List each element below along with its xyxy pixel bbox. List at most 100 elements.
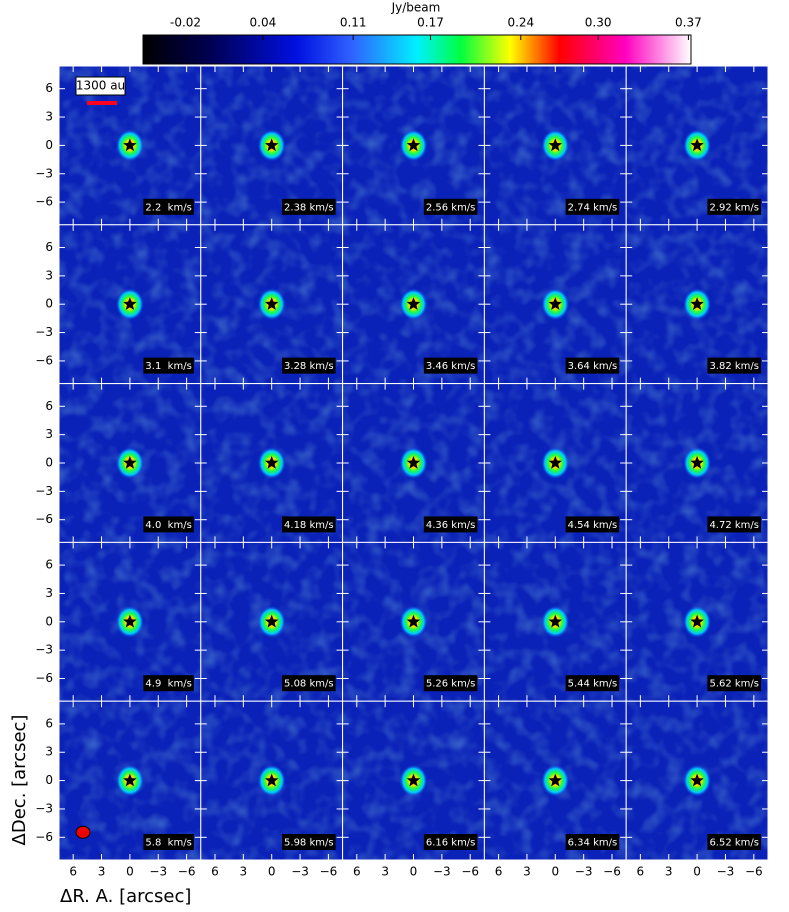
y-tick-label: −6: [35, 512, 53, 526]
x-tick-label: 3: [665, 865, 673, 879]
y-tick-label: 6: [45, 558, 53, 572]
panel: 4.54 km/s: [483, 383, 627, 543]
x-tick-label: −6: [461, 865, 479, 879]
velocity-label: 4.18 km/s: [284, 520, 334, 531]
star: [548, 773, 562, 787]
star: [548, 297, 562, 310]
panel: 5.08 km/s: [200, 541, 344, 702]
velocity-label-box: [565, 834, 620, 850]
star: [406, 614, 421, 628]
velocity-label: 5.08 km/s: [284, 679, 334, 690]
panel: 5.98 km/s: [200, 700, 344, 861]
colorbar-tick-label: 0.04: [250, 16, 277, 30]
velocity-label: 3.28 km/s: [284, 361, 334, 372]
star: [123, 297, 137, 310]
panel: 5.62 km/s: [625, 541, 769, 702]
velocity-label: 4.9 km/s: [145, 679, 191, 690]
panel: 2.92 km/s: [625, 65, 769, 226]
velocity-label: 2.92 km/s: [709, 202, 759, 213]
panel: 5.26 km/s: [342, 541, 485, 702]
colorbar-tick-label: 0.30: [585, 16, 612, 30]
velocity-label-box: [282, 675, 336, 692]
velocity-label: 2.74 km/s: [568, 202, 618, 213]
y-tick-label: −6: [35, 671, 53, 685]
y-tick-label: 6: [45, 399, 53, 413]
star: [548, 456, 562, 469]
velocity-label-box: [707, 834, 761, 850]
velocity-label: 4.72 km/s: [709, 520, 759, 531]
y-tick-label: 3: [45, 268, 53, 282]
scale-bar-label: 1300 au: [76, 79, 125, 93]
velocity-label-box: [707, 357, 761, 374]
colorbar-tick-label: 0.17: [417, 16, 444, 30]
velocity-label: 2.38 km/s: [284, 202, 334, 213]
velocity-label-box: [282, 357, 336, 374]
star: [123, 138, 137, 152]
velocity-label-box: [707, 675, 761, 692]
velocity-label-box: [143, 198, 194, 215]
panel: 6.34 km/s: [483, 700, 627, 861]
velocity-label: 5.62 km/s: [709, 679, 759, 690]
star: [406, 138, 421, 152]
panel: 3.28 km/s: [200, 224, 344, 385]
panel: 4.18 km/s: [200, 383, 344, 543]
velocity-label-box: [423, 516, 478, 533]
star: [406, 773, 421, 787]
panel: 6.16 km/s: [342, 700, 485, 861]
y-tick-label: 0: [45, 138, 53, 152]
y-tick-label: −3: [35, 643, 53, 657]
velocity-label: 5.98 km/s: [284, 838, 334, 849]
panel: 2.74 km/s: [483, 65, 627, 226]
velocity-label: 5.26 km/s: [426, 679, 476, 690]
panel: 3.46 km/s: [342, 224, 485, 385]
x-tick-label: 6: [69, 865, 77, 879]
star: [406, 456, 421, 469]
x-axis-label: ΔR. A. [arcsec]: [60, 886, 191, 907]
y-tick-label: 0: [45, 614, 53, 628]
velocity-label-box: [282, 834, 336, 850]
panel: 5.8 km/s: [58, 700, 202, 861]
velocity-label-box: [143, 675, 194, 692]
x-tick-label: 0: [268, 865, 276, 879]
velocity-label: 2.2 km/s: [145, 202, 191, 213]
x-tick-label: 3: [381, 865, 389, 879]
velocity-label-box: [707, 198, 761, 215]
velocity-label: 3.82 km/s: [709, 361, 759, 372]
panel: 4.72 km/s: [625, 383, 769, 543]
velocity-label-box: [143, 357, 194, 374]
y-tick-label: 3: [45, 586, 53, 600]
velocity-label-box: [282, 516, 336, 533]
velocity-label: 4.0 km/s: [145, 520, 191, 531]
star: [123, 773, 137, 787]
velocity-label-box: [143, 516, 194, 533]
star: [690, 614, 704, 628]
x-tick-label: 6: [637, 865, 645, 879]
y-tick-label: 0: [45, 773, 53, 787]
star: [265, 138, 279, 152]
velocity-label-box: [143, 834, 194, 850]
x-tick-label: −3: [575, 865, 593, 879]
velocity-label-box: [282, 198, 336, 215]
x-tick-label: 0: [551, 865, 559, 879]
y-tick-label: 6: [45, 240, 53, 254]
velocity-label: 4.36 km/s: [426, 520, 476, 531]
velocity-label: 5.8 km/s: [145, 838, 191, 849]
x-tick-label: 3: [98, 865, 106, 879]
x-tick-label: −3: [291, 865, 309, 879]
beam: [75, 825, 91, 839]
star: [690, 773, 704, 787]
velocity-label-box: [423, 834, 478, 850]
x-tick-label: −6: [320, 865, 338, 879]
colorbar-tick-label: 0.11: [340, 16, 367, 30]
panel: 3.82 km/s: [625, 224, 769, 385]
x-tick-label: −3: [149, 865, 167, 879]
y-tick-label: −6: [35, 353, 53, 367]
x-tick-label: 6: [495, 865, 503, 879]
star: [123, 456, 137, 469]
star: [548, 614, 562, 628]
y-tick-label: 3: [45, 110, 53, 124]
y-tick-label: 3: [45, 427, 53, 441]
colorbar-tick-label: -0.02: [170, 16, 201, 30]
y-tick-label: 0: [45, 456, 53, 470]
